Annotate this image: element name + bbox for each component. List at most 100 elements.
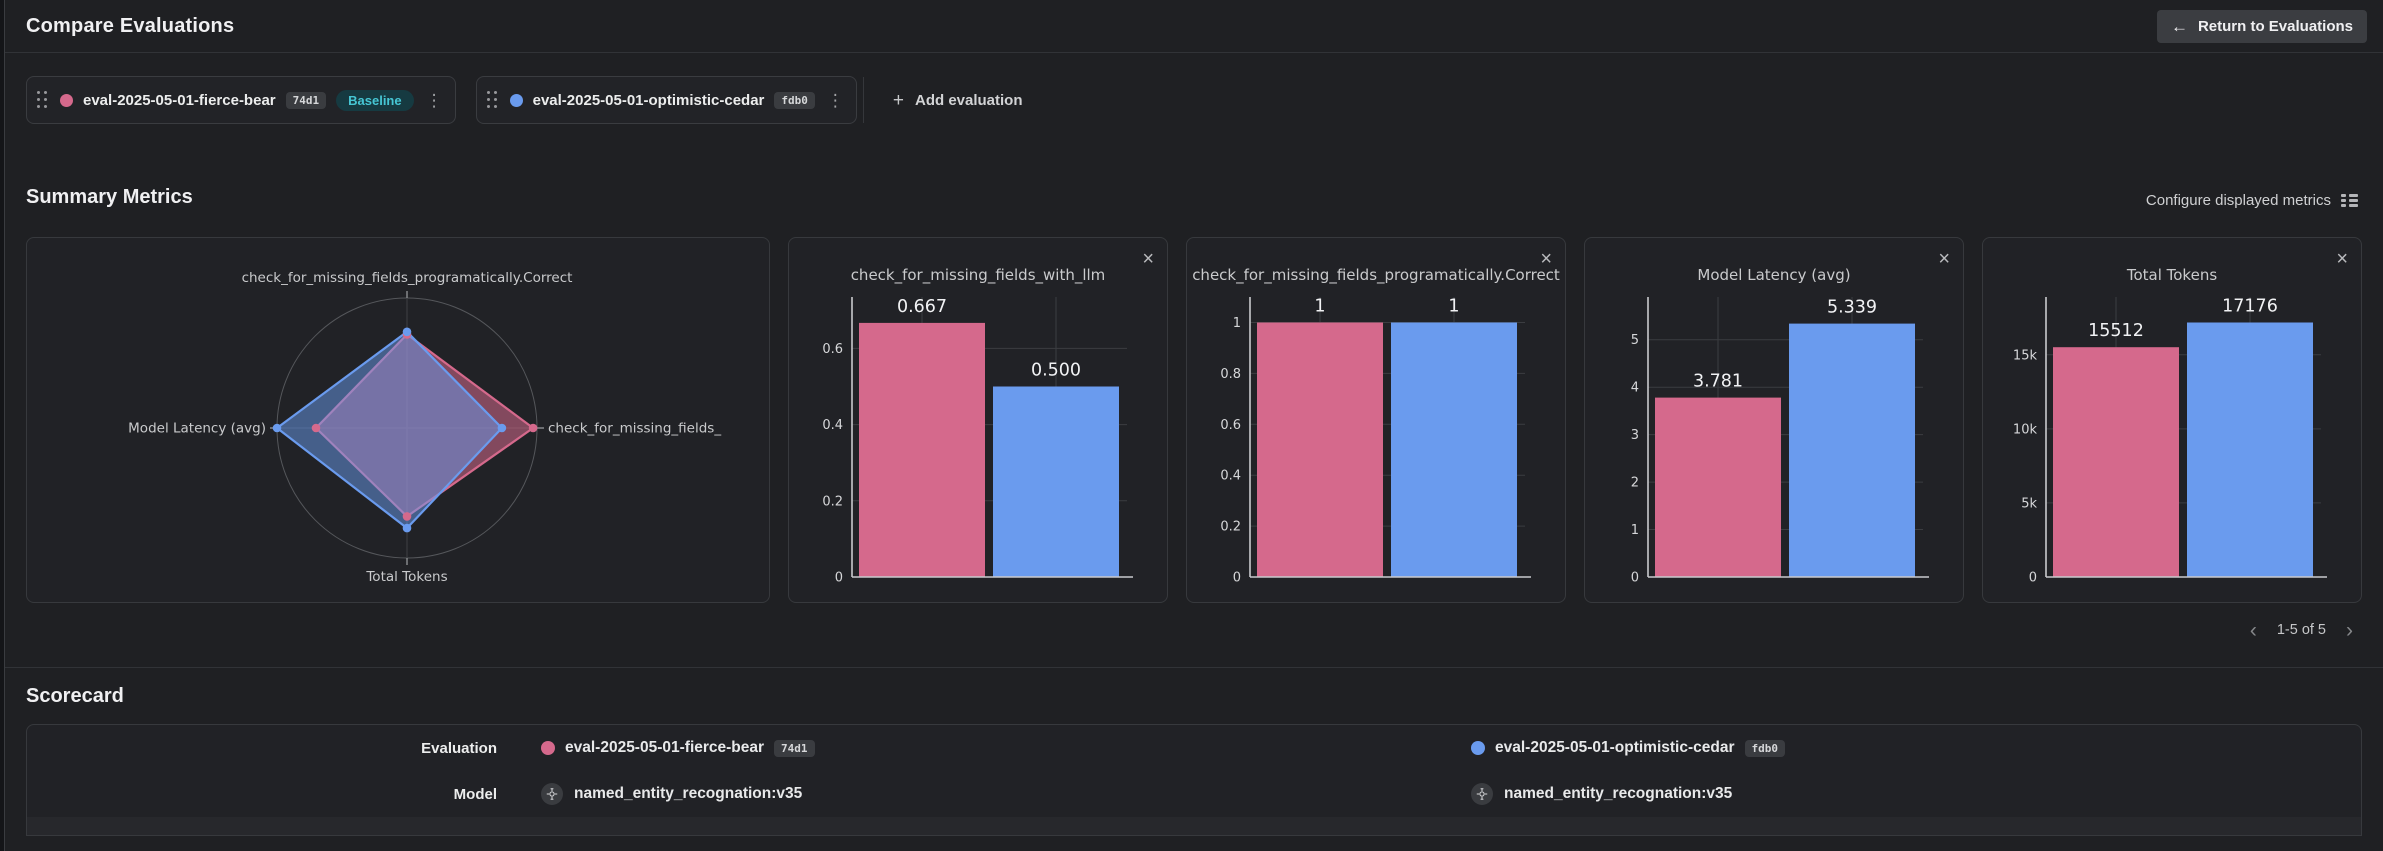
- evaluation-name: eval-2025-05-01-optimistic-cedar: [532, 91, 765, 109]
- evaluation-hash-badge: 74d1: [774, 739, 815, 757]
- radar-point: [311, 423, 321, 433]
- y-tick-label: 0.6: [822, 342, 843, 357]
- metric-card-model-latency: × 3.781 5.339 0 1 2 3 4 5 Model Latency (avg): [1584, 237, 1964, 603]
- y-tick-label: 0.2: [1220, 520, 1241, 535]
- configure-label: Configure displayed metrics: [2145, 192, 2331, 209]
- y-tick-label: 1: [1631, 523, 1639, 538]
- bar-chart: 1 1 0 0.2 0.4 0.6 0.8 1 check_for_missing_fields…: [1187, 238, 1565, 602]
- radar-point: [528, 423, 538, 433]
- scorecard-row-model: Model named_entity_recognation:v35: [27, 771, 2361, 817]
- evaluation-pill-baseline[interactable]: eval-2025-05-01-fierce-bear 74d1 Baselin…: [26, 76, 456, 124]
- evaluation-color-dot: [1471, 741, 1485, 755]
- chart-title: check_for_missing_fields_with_llm: [851, 266, 1106, 285]
- bar-chart: 0.667 0.500 0 0.2 0.4 0.6 check_for_missing_fi…: [789, 238, 1167, 602]
- y-tick-label: 0.6: [1220, 418, 1241, 433]
- kebab-menu-icon[interactable]: ⋮: [826, 90, 844, 110]
- bar: [993, 386, 1119, 577]
- radar-point: [272, 423, 282, 433]
- close-icon[interactable]: ×: [1938, 248, 1950, 270]
- add-evaluation-button[interactable]: + Add evaluation: [883, 85, 1033, 116]
- radar-point: [402, 523, 412, 533]
- y-tick-label: 15k: [2013, 348, 2038, 363]
- bar-chart: 3.781 5.339 0 1 2 3 4 5 Model Latency (avg): [1585, 238, 1963, 602]
- add-evaluation-label: Add evaluation: [915, 91, 1023, 109]
- close-icon[interactable]: ×: [1540, 248, 1552, 270]
- chevron-left-icon[interactable]: ‹: [2246, 620, 2261, 641]
- y-tick-label: 0.4: [822, 418, 843, 433]
- evaluation-hash-badge: fdb0: [1744, 739, 1786, 757]
- chevron-right-icon[interactable]: ›: [2342, 620, 2357, 641]
- bar-value-label: 5.339: [1827, 298, 1877, 318]
- compare-evaluations-page: Compare Evaluations ← Return to Evaluati…: [5, 0, 2383, 836]
- radar-axis-label: check_for_missing_fields_programatically…: [242, 270, 573, 286]
- radar-axis-label: Total Tokens: [365, 569, 447, 585]
- y-tick-label: 2: [1631, 476, 1639, 491]
- summary-metrics-header: Summary Metrics Configure displayed metr…: [26, 183, 2362, 211]
- radar-point: [497, 423, 507, 433]
- bar-value-label: 3.781: [1693, 372, 1743, 392]
- radar-series: [275, 330, 503, 530]
- list-settings-icon: [2341, 194, 2358, 207]
- bar: [2053, 347, 2179, 577]
- return-button-label: Return to Evaluations: [2197, 17, 2353, 35]
- row-label: Evaluation: [421, 739, 497, 757]
- y-tick-label: 5: [1631, 333, 1639, 348]
- scorecard-table: Evaluation eval-2025-05-01-fierce-bear 7…: [26, 724, 2362, 836]
- scorecard-row-evaluation: Evaluation eval-2025-05-01-fierce-bear 7…: [27, 725, 2361, 771]
- bar-value-label: 15512: [2088, 321, 2144, 341]
- header-bar: Compare Evaluations ← Return to Evaluati…: [5, 0, 2383, 53]
- drag-handle-icon[interactable]: [486, 91, 498, 109]
- y-tick-label: 0: [1233, 571, 1241, 586]
- y-tick-label: 4: [1631, 381, 1639, 396]
- bar-value-label: 1: [1448, 297, 1459, 317]
- bar-value-label: 17176: [2222, 297, 2278, 317]
- radar-chart: check_for_missing_fields_programatically…: [27, 238, 769, 602]
- y-tick-label: 5k: [2021, 496, 2037, 511]
- bar-chart: 15512 17176 0 5k 10k 15k Total Tokens: [1983, 238, 2361, 602]
- summary-metric-cards: check_for_missing_fields_programatically…: [26, 237, 2362, 603]
- bar-value-label: 0.667: [897, 297, 947, 317]
- summary-metrics-title: Summary Metrics: [26, 186, 193, 208]
- y-tick-label: 0.8: [1220, 367, 1241, 382]
- evaluation-color-dot: [60, 93, 73, 107]
- bar-value-label: 1: [1314, 297, 1325, 317]
- scorecard-cell-evaluation-1: eval-2025-05-01-fierce-bear 74d1: [521, 739, 1451, 757]
- y-tick-label: 0: [2029, 571, 2037, 586]
- scorecard-cell-model-2: named_entity_recognation:v35: [1451, 783, 2361, 805]
- y-tick-label: 0: [1631, 571, 1639, 586]
- bar: [1789, 323, 1915, 577]
- configure-displayed-metrics-button[interactable]: Configure displayed metrics: [2142, 190, 2362, 211]
- radar-point: [402, 512, 412, 521]
- chart-title: Model Latency (avg): [1697, 266, 1850, 284]
- evaluation-pills-row: eval-2025-05-01-fierce-bear 74d1 Baselin…: [26, 76, 2362, 124]
- page-title: Compare Evaluations: [26, 14, 235, 37]
- chart-title: check_for_missing_fields_programatically…: [1192, 266, 1560, 285]
- vertical-divider: [862, 77, 864, 123]
- model-name: named_entity_recognation:v35: [1504, 785, 1733, 802]
- y-tick-label: 0.2: [822, 494, 843, 509]
- y-tick-label: 3: [1631, 428, 1639, 443]
- row-label: Model: [453, 785, 497, 803]
- plus-icon: +: [892, 89, 904, 111]
- drag-handle-icon[interactable]: [37, 91, 48, 109]
- evaluation-hash-badge: fdb0: [774, 91, 815, 109]
- back-arrow-icon: ←: [2170, 16, 2188, 36]
- scorecard-row-partial: [27, 817, 2361, 835]
- y-tick-label: 0: [835, 571, 843, 586]
- metric-card-total-tokens: × 15512 17176 0 5k 10k 15k Total Tokens: [1982, 237, 2362, 603]
- scorecard-title: Scorecard: [26, 685, 124, 707]
- metric-card-check-for-missing-fields-programatically: × 1 1 0 0.2 0.4 0.6 0.8 1 check_for_missing_fiel…: [1186, 237, 1566, 603]
- evaluation-pill-compare[interactable]: eval-2025-05-01-optimistic-cedar fdb0 ⋮: [475, 76, 857, 124]
- radar-point: [402, 327, 412, 337]
- close-icon[interactable]: ×: [1142, 248, 1154, 270]
- close-icon[interactable]: ×: [2336, 248, 2348, 270]
- radar-axis-label: Model Latency (avg): [128, 421, 266, 437]
- return-to-evaluations-button[interactable]: ← Return to Evaluations: [2156, 9, 2367, 43]
- section-divider: [5, 667, 2383, 668]
- kebab-menu-icon[interactable]: ⋮: [425, 90, 443, 110]
- y-tick-label: 10k: [2013, 422, 2038, 437]
- radar-axis-label: check_for_missing_fields_: [548, 421, 721, 437]
- baseline-badge: Baseline: [336, 89, 414, 111]
- evaluation-name: eval-2025-05-01-fierce-bear: [83, 91, 276, 109]
- scorecard-cell-evaluation-2: eval-2025-05-01-optimistic-cedar fdb0: [1451, 739, 2361, 757]
